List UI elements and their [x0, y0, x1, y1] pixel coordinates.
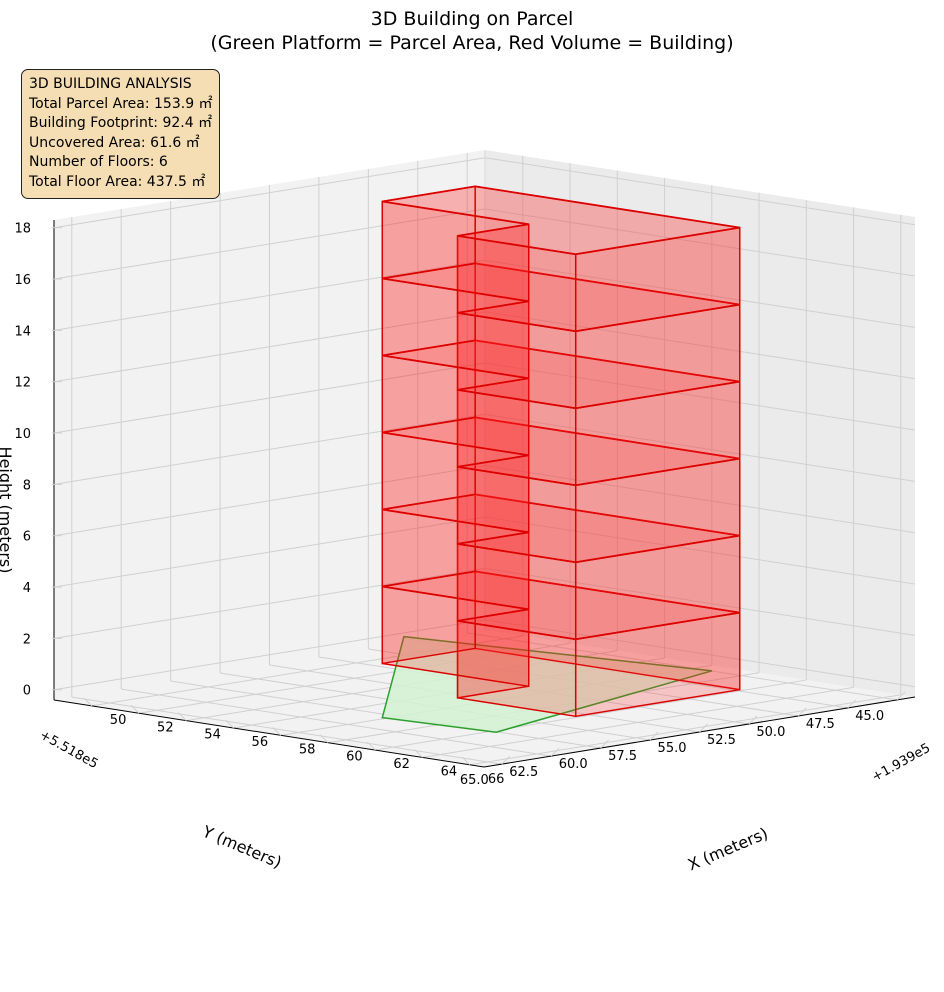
y-tick	[847, 699, 857, 709]
y-tick	[699, 723, 708, 733]
x-tick	[177, 712, 187, 721]
y-tick-label: 50.0	[756, 725, 785, 740]
grid-line-z	[53, 208, 486, 280]
z-tick-label: 8	[23, 478, 31, 493]
grid-line-y	[121, 688, 552, 757]
y-tick	[797, 707, 807, 717]
parcel-platform	[381, 635, 713, 733]
grid-line-z	[484, 516, 916, 585]
y-tick	[748, 715, 758, 725]
y-tick	[501, 755, 511, 765]
x-tick	[319, 734, 329, 744]
z-tick-label: 4	[23, 581, 31, 596]
info-footprint: Building Footprint: 92.4 ㎡	[29, 115, 213, 131]
grid-line-z	[484, 208, 916, 277]
grid-line-z	[53, 465, 486, 537]
grid-line-z	[53, 311, 486, 383]
z-tick-label: 2	[23, 632, 31, 647]
z-axis-label: Height (meters)	[0, 447, 15, 574]
grid-line-y	[71, 696, 502, 765]
y-tick-label: 52.5	[707, 733, 736, 748]
grid-line-z	[484, 567, 916, 636]
y-tick	[550, 747, 560, 757]
x-tick-label: 58	[299, 742, 316, 757]
grid-line-z	[484, 465, 916, 534]
y-tick-label: 55.0	[658, 741, 687, 756]
data-marks	[381, 185, 741, 733]
grid-line-z	[484, 157, 916, 226]
x-tick	[366, 741, 376, 751]
x-tick-label: 50	[110, 713, 127, 728]
grid-line-z	[484, 413, 916, 482]
y-tick-label: 47.5	[806, 717, 835, 732]
grid-line-z	[53, 362, 486, 434]
info-heading: 3D BUILDING ANALYSIS	[29, 76, 192, 92]
y-offset-label: +5.518e5	[37, 728, 101, 772]
y-tick-label: 65.0	[460, 773, 489, 788]
z-tick-label: 18	[14, 222, 31, 237]
z-tick-label: 12	[14, 376, 31, 391]
info-parcel-area: Total Parcel Area: 153.9 ㎡	[29, 95, 213, 112]
chart-subtitle: (Green Platform = Parcel Area, Red Volum…	[210, 32, 734, 54]
x-tick	[414, 749, 423, 758]
x-tick	[461, 756, 471, 766]
y-tick-label: 60.0	[559, 757, 588, 772]
z-tick-label: 14	[14, 324, 31, 339]
x-tick-label: 62	[393, 757, 410, 772]
x-tick-label: 54	[204, 728, 221, 743]
x-tick-label: 52	[157, 720, 174, 735]
z-tick-label: 10	[14, 427, 31, 442]
x-tick	[272, 726, 282, 736]
y-tick-label: 45.0	[855, 709, 884, 724]
grid-line-z	[53, 413, 486, 485]
x-offset-label: +1.939e5	[870, 741, 934, 785]
x-tick-label: 60	[346, 750, 363, 765]
z-tick-label: 6	[23, 530, 31, 545]
grid-line-z	[53, 516, 486, 588]
x-tick	[130, 704, 140, 714]
y-tick	[896, 691, 906, 701]
info-floor-area: Total Floor Area: 437.5 ㎡	[29, 173, 206, 190]
analysis-info-box: 3D BUILDING ANALYSIS Total Parcel Area: …	[21, 69, 220, 199]
info-uncovered: Uncovered Area: 61.6 ㎡	[29, 134, 200, 151]
grid-line-z	[484, 311, 916, 380]
grid-line-z	[484, 619, 916, 688]
y-tick-label: 57.5	[608, 749, 637, 764]
y-axis-label: Y (meters)	[199, 821, 284, 872]
x-tick-label: 56	[252, 735, 269, 750]
grid-line-z	[484, 362, 916, 431]
x-tick-label: 66	[488, 772, 505, 787]
x-axis-label: X (meters)	[685, 824, 771, 875]
x-tick	[83, 697, 93, 707]
info-floors: Number of Floors: 6	[29, 154, 168, 170]
x-tick	[225, 719, 234, 729]
z-tick-label: 16	[14, 273, 31, 288]
y-tick	[649, 731, 659, 741]
building-floor-slab	[382, 185, 740, 256]
chart-title: 3D Building on Parcel	[370, 8, 574, 30]
grid-line-z	[484, 259, 916, 328]
x-tick-label: 64	[441, 764, 458, 779]
grid-line-z	[53, 619, 486, 691]
grid-line-z	[53, 259, 486, 331]
grid-line-z	[53, 567, 486, 639]
grid-line-y	[467, 632, 898, 701]
grid-line-z	[53, 157, 486, 229]
y-tick	[600, 739, 610, 749]
z-tick-label: 0	[23, 684, 31, 699]
y-axis-line	[53, 699, 485, 768]
y-tick-label: 62.5	[509, 765, 538, 780]
